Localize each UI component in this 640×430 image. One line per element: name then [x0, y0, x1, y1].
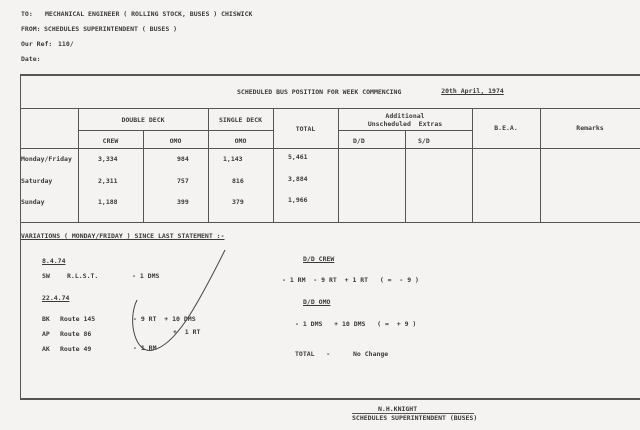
- dd-crew-value: - 1 RM - 9 RT + 1 RT ( = - 9 ): [282, 276, 419, 284]
- header-sd: S/D: [418, 137, 430, 145]
- row-total: 5,461: [288, 153, 308, 161]
- variation-code: SW: [42, 272, 50, 280]
- header-dd-omo: OMO: [169, 137, 182, 145]
- dd-crew-label: D/D CREW: [303, 255, 335, 263]
- row-dd-omo: 984: [177, 155, 189, 163]
- row-day: Monday/Friday: [21, 155, 72, 163]
- variations-heading: VARIATIONS ( MONDAY/FRIDAY ) SINCE LAST …: [21, 232, 225, 240]
- row-sd-omo: 1,143: [223, 155, 243, 163]
- variation-route: Route 49: [60, 345, 92, 353]
- variation-code: BK: [42, 315, 50, 323]
- ref-label: Our Ref:: [21, 40, 53, 48]
- total-value: No Change: [353, 350, 389, 358]
- from-label: FROM:: [21, 25, 41, 33]
- variation-route: Route 145: [60, 315, 96, 323]
- header-remarks: Remarks: [576, 124, 604, 132]
- from-value: SCHEDULES SUPERINTENDENT ( BUSES ): [44, 25, 178, 33]
- header-single-deck: SINGLE DECK: [218, 116, 263, 124]
- variation-change: - 9 RT + 10 DMS: [133, 315, 196, 323]
- row-total: 1,966: [288, 196, 308, 204]
- to-label: TO:: [21, 10, 33, 18]
- header-crew: CREW: [102, 137, 119, 145]
- row-crew: 1,188: [98, 198, 118, 206]
- signatory-name: N.H.KNIGHT: [378, 405, 418, 413]
- variation-route: R.L.S.T.: [67, 272, 99, 280]
- variation-code: AP: [42, 330, 50, 338]
- header-double-deck: DOUBLE DECK: [121, 116, 165, 124]
- signatory-title: SCHEDULES SUPERINTENDENT (BUSES): [352, 414, 478, 422]
- header-extras: Additional Unscheduled Extras: [367, 112, 443, 128]
- row-dd-omo: 757: [177, 177, 189, 185]
- row-crew: 2,311: [98, 177, 118, 185]
- ref-value: 110/: [58, 40, 74, 48]
- header-do: D/D: [353, 137, 365, 145]
- week-commencing: 20th April, 1974: [441, 87, 504, 95]
- date-label: Date:: [21, 55, 41, 63]
- total-label: TOTAL -: [295, 350, 331, 358]
- row-sd-omo: 379: [232, 198, 244, 206]
- dd-omo-label: D/D OMO: [303, 298, 331, 306]
- header-total: TOTAL: [295, 125, 316, 133]
- header-sd-omo: OMO: [234, 137, 247, 145]
- handwritten-tick-mark: [132, 249, 226, 351]
- row-sd-omo: 816: [232, 177, 244, 185]
- row-day: Sunday: [21, 198, 45, 206]
- variation-change: + 1 RT: [173, 328, 201, 336]
- variation-date: 22.4.74: [42, 294, 70, 302]
- variation-route: Route 86: [60, 330, 92, 338]
- dd-omo-value: - 1 DMS + 10 DMS ( = + 9 ): [295, 320, 417, 328]
- table-title: SCHEDULED BUS POSITION FOR WEEK COMMENCI…: [237, 88, 402, 96]
- to-value: MECHANICAL ENGINEER ( ROLLING STOCK, BUS…: [45, 10, 253, 18]
- row-day: Saturday: [21, 177, 53, 185]
- variation-code: AK: [42, 345, 50, 353]
- variation-date: 8.4.74: [42, 257, 66, 265]
- variation-change: - 1 DMS: [132, 272, 160, 280]
- header-bea: B.E.A.: [494, 124, 518, 132]
- row-crew: 3,334: [98, 155, 118, 163]
- row-total: 3,884: [288, 175, 308, 183]
- row-dd-omo: 399: [177, 198, 189, 206]
